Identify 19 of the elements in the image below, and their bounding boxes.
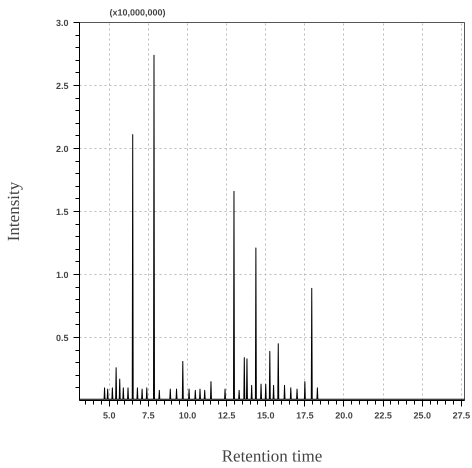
- x-tick-label: 12.5: [218, 410, 236, 420]
- x-tick-label: 22.5: [374, 410, 392, 420]
- x-tick-label: 5.0: [102, 410, 116, 420]
- y-tick-label: 2.5: [56, 81, 69, 91]
- x-tick-label: 25.0: [413, 410, 432, 420]
- x-tick-label: 15.0: [256, 410, 275, 420]
- y-tick-label: 1.0: [56, 270, 69, 280]
- y-tick-label: 1.5: [56, 207, 69, 217]
- x-tick-label: 17.5: [296, 410, 314, 420]
- x-tick-label: 7.5: [142, 410, 155, 420]
- x-tick-label: 10.0: [178, 410, 196, 420]
- y-tick-label: 0.5: [56, 333, 69, 343]
- x-tick-label: 20.0: [335, 410, 353, 420]
- y-tick-label: 2.0: [56, 144, 69, 154]
- y-tick-label: 3.0: [56, 18, 69, 28]
- x-axis-title: Retention time: [222, 446, 322, 466]
- y-axis-title: Intensity: [4, 181, 23, 242]
- text: (x10,000,000): [110, 8, 166, 18]
- x-tick-label: 27.5: [452, 410, 470, 420]
